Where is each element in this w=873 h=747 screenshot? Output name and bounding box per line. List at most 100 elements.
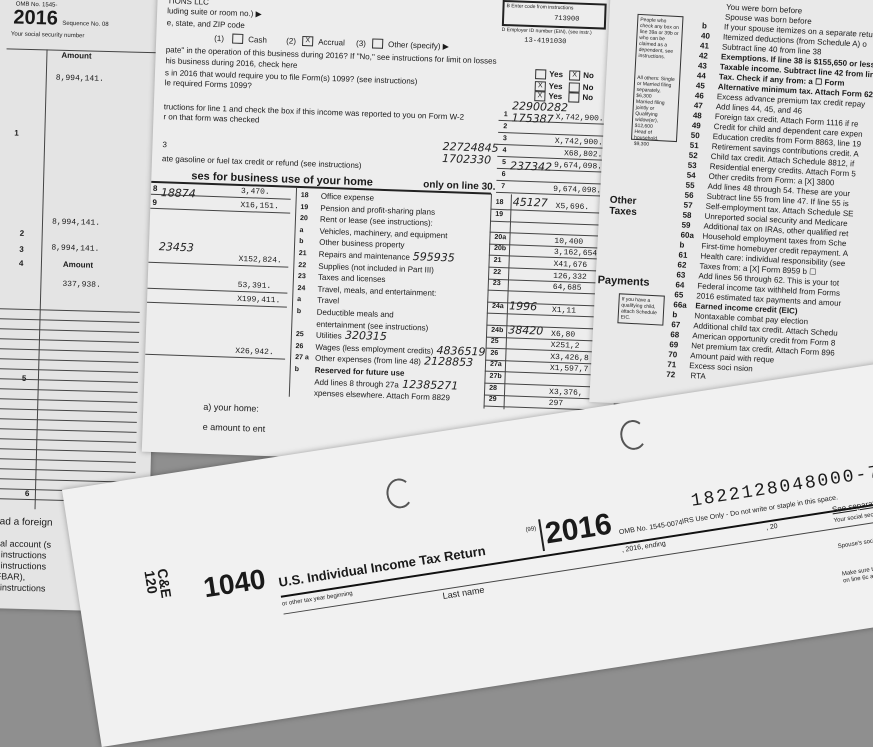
typed-amount: X199,411. [237, 295, 281, 306]
expense-label: Reserved for future use [315, 366, 405, 378]
ruled-line [0, 458, 136, 463]
line-number [704, 8, 726, 9]
eic-note: If you have a qualifying child, attach S… [617, 293, 665, 325]
line-number: 42 [699, 51, 721, 61]
line-number: 53 [688, 161, 710, 171]
amount-value: 8,994,141. [56, 74, 104, 84]
line-number: 23 [298, 272, 306, 281]
accrual-checkbox[interactable]: X [302, 36, 313, 46]
line-number: 55 [685, 181, 707, 191]
line-number: 65 [674, 290, 696, 300]
ruled-line [0, 418, 137, 423]
line-number: 6 [502, 170, 506, 179]
line-box-number: 29 [489, 395, 497, 404]
spouse-ssn-label: Spouse's social security number [837, 531, 873, 551]
yes-label: Yes [548, 92, 562, 101]
ruled-line [0, 468, 136, 473]
line-number: 21 [299, 249, 307, 258]
line-number: 24 [297, 284, 305, 293]
expense-label: Add lines 8 through 27a [314, 377, 399, 389]
line-number: 46 [695, 91, 717, 101]
business-code-value: 713900 [554, 15, 580, 25]
line-number: b [679, 240, 701, 250]
ssn-check-note: Make sure the SSN(s) above and on line 6… [842, 558, 873, 586]
line-number: 1 [504, 110, 508, 119]
amount-header: Amount [61, 51, 91, 61]
handwritten-amount: 23453 [159, 242, 194, 252]
ruled-line [0, 378, 138, 383]
instructions-text: e instructions [0, 560, 46, 571]
expense-label: Rent or lease (see instructions): [320, 215, 433, 228]
form-1040-page2-sheet: People who check any box on line 39a or … [589, 0, 873, 418]
foreign-account-text: had a foreign [0, 516, 53, 529]
line-number: 72 [666, 370, 688, 380]
handwritten-amount: 38420 [508, 325, 543, 335]
no-label: No [582, 93, 593, 102]
line-number: 48 [693, 111, 715, 121]
form-line: 72 RTA [666, 370, 706, 381]
handwritten-amount: 12385271 [402, 379, 458, 390]
line-number: 5 [502, 158, 506, 167]
accrual-label: Accrual [318, 38, 345, 48]
line-number: 40 [701, 31, 723, 41]
yes-checkbox[interactable]: X [535, 81, 546, 91]
line-number: 52 [689, 151, 711, 161]
instructions-text: e instructions [0, 582, 46, 593]
typed-amount: 53,391. [237, 281, 271, 291]
ruled-line [0, 358, 138, 363]
no-checkbox[interactable] [569, 82, 580, 92]
handwritten-amount: 320315 [345, 331, 387, 341]
line-number [703, 18, 725, 19]
expense-label: Repairs and maintenance [319, 250, 410, 262]
line-number: 27 a [295, 353, 309, 362]
typed-amount: X152,824. [238, 255, 282, 266]
line-box-number: 25 [491, 337, 499, 346]
instructions-text: e instructions [0, 549, 46, 560]
line-number: 25 [296, 330, 304, 339]
form-code: (99) [525, 526, 537, 535]
line-number: 20 [300, 214, 308, 223]
line-number: 18 [301, 191, 309, 200]
line-number: b [672, 310, 694, 320]
no-checkbox[interactable]: X [569, 70, 580, 80]
cash-checkbox[interactable] [232, 34, 243, 44]
yes-checkbox[interactable] [535, 69, 546, 79]
line-number: 54 [686, 171, 708, 181]
staple-hole-icon [384, 477, 414, 511]
ce-stamp: C&E 120 [142, 568, 172, 602]
line-number: 50 [691, 131, 713, 141]
line-box-number: 20b [494, 244, 506, 253]
line-number: 45 [696, 81, 718, 91]
typed-amount: 3,470. [241, 187, 270, 197]
typed-amount: X68,802. [564, 149, 603, 159]
form-instruction-text: 3 [162, 140, 167, 149]
line-number: 51 [690, 141, 712, 151]
line-number: b [295, 365, 300, 374]
line-number: b [297, 307, 302, 316]
line-number: 62 [677, 260, 699, 270]
form-instruction-text: his business during 2016, check here [165, 56, 297, 70]
line-number: 59 [681, 220, 703, 230]
no-checkbox[interactable] [568, 92, 579, 102]
form-instruction-text: ate gasoline or fuel tax credit or refun… [162, 154, 362, 170]
line-box-number: 22 [493, 267, 501, 276]
line-number: 41 [700, 41, 722, 51]
line-box-number: 28 [489, 383, 497, 392]
other-method-label: Other (specify) ▶ [388, 40, 449, 51]
expense-label: Deductible meals and [317, 308, 394, 320]
ruled-line [0, 338, 139, 343]
line-number: 3 [503, 134, 507, 143]
expense-label: Wages (less employment credits) [315, 342, 433, 355]
amount-footer-text: e amount to ent [202, 422, 265, 434]
ruled-line [0, 368, 138, 373]
handwritten-amount: 1996 [509, 302, 537, 312]
handwritten-amount: 595935 [413, 252, 455, 262]
form-year: 2016 [13, 6, 58, 29]
sequence-number: Sequence No. 08 [62, 20, 109, 30]
line-number: b [299, 237, 304, 246]
other-method-checkbox[interactable] [372, 38, 383, 48]
ein-value: 13-4191030 [524, 37, 566, 47]
line-number: 70 [668, 350, 690, 360]
other-taxes-heading: Other Taxes [609, 195, 650, 219]
line-box-number: 23 [493, 279, 501, 288]
